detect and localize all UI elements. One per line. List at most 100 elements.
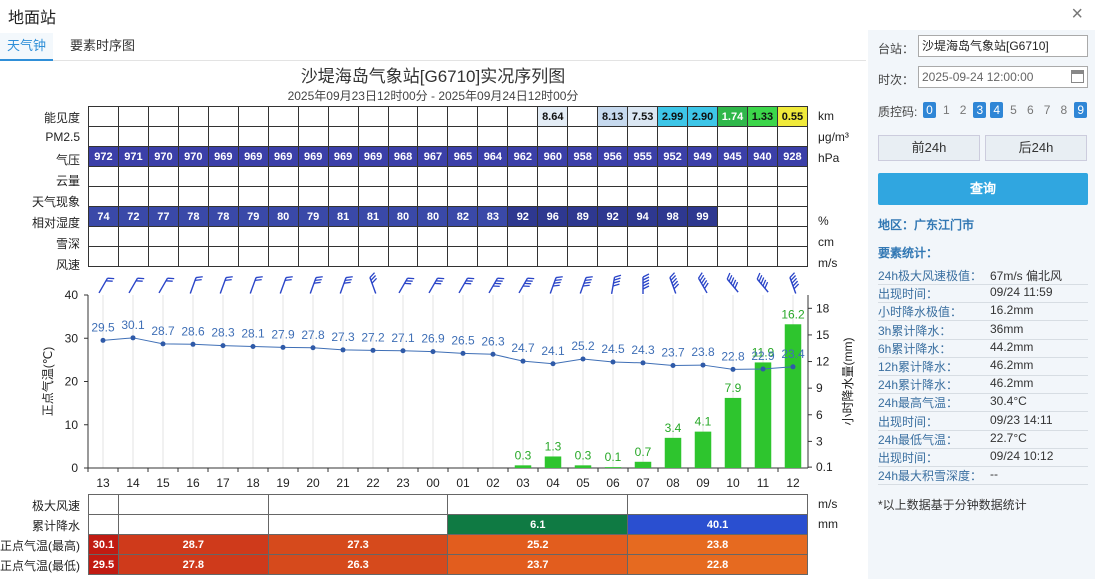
summary-cell: 6.1 xyxy=(447,514,629,535)
grid-cell: 17.2 xyxy=(297,246,329,267)
grid-cell: -- xyxy=(567,186,599,207)
temperature-point xyxy=(250,343,256,349)
grid-cell: 72 xyxy=(117,206,149,227)
temperature-point xyxy=(760,366,766,372)
qc-code-toggle[interactable]: 4 xyxy=(990,102,1004,118)
grid-cell: 972 xyxy=(88,146,119,167)
temperature-label: 27.8 xyxy=(301,328,325,342)
query-button[interactable]: 查询 xyxy=(878,173,1088,205)
grid-cell: 969 xyxy=(327,146,359,167)
temperature-label: 28.7 xyxy=(151,324,175,338)
row-label: 能见度 xyxy=(43,111,80,125)
stat-item: 24h极大风速极值： 67m/s 偏北风 xyxy=(878,267,1088,285)
grid-cell: 969 xyxy=(267,146,299,167)
grid-cell: 28.42 xyxy=(447,106,479,127)
summary-cell: 27.8 xyxy=(117,554,269,575)
calendar-icon[interactable] xyxy=(1071,70,1084,83)
summary-cell: 30.1 xyxy=(88,534,119,555)
grid-cell: 92 xyxy=(597,206,629,227)
grid-cell: -- xyxy=(627,226,659,247)
grid-cell: -- xyxy=(297,186,329,207)
time-input[interactable]: 2025-09-24 12:00:00 xyxy=(918,66,1088,88)
tab-weather-clock[interactable]: 天气钟 xyxy=(0,33,54,61)
qc-code-toggle[interactable]: 3 xyxy=(973,102,987,118)
stat-label: 出现时间： xyxy=(878,451,939,465)
grid-cell: 965 xyxy=(447,146,479,167)
qc-code-toggle[interactable]: 5 xyxy=(1010,103,1017,117)
x-tick-label: 10 xyxy=(726,476,740,490)
row-unit: % xyxy=(818,214,829,228)
summary-row-label: 极大风速 xyxy=(31,499,80,513)
grid-cell: -- xyxy=(117,126,149,147)
temperature-label: 27.2 xyxy=(361,330,385,344)
temperature-label: 24.3 xyxy=(631,343,655,357)
temperature-label: 27.9 xyxy=(271,327,295,341)
temperature-label: 24.5 xyxy=(601,342,625,356)
temperature-point xyxy=(100,337,106,343)
grid-cell: -- xyxy=(597,226,629,247)
qc-code-toggle[interactable]: 1 xyxy=(942,103,950,117)
qc-label: 质控码: xyxy=(878,105,918,119)
grid-cell: 970 xyxy=(147,146,179,167)
prev-24h-button[interactable]: 前24h xyxy=(878,135,980,161)
y-axis-title: 正点气温(℃) xyxy=(40,347,55,416)
grid-cell: -- xyxy=(297,226,329,247)
next-24h-button[interactable]: 后24h xyxy=(985,135,1087,161)
grid-cell: -- xyxy=(327,186,359,207)
wind-barb-icon xyxy=(756,272,769,293)
grid-cell: 12.3 xyxy=(117,246,149,267)
x-tick-label: 21 xyxy=(336,476,350,490)
stat-label: 小时降水极值： xyxy=(878,305,963,320)
stat-item: 6h累计降水： 44.2mm xyxy=(878,340,1088,358)
qc-code-toggle[interactable]: 2 xyxy=(959,103,967,117)
grid-cell: -- xyxy=(687,226,719,247)
grid-cell: -- xyxy=(237,226,269,247)
qc-code-toggle[interactable]: 7 xyxy=(1043,103,1051,117)
grid-row: -- -- -- -- -- -- -- -- -- -- -- -- -- -- -- -- -- -- -- --… xyxy=(88,186,809,207)
grid-cell: 2.90 xyxy=(687,106,719,127)
wind-barb-icon xyxy=(309,276,323,294)
row-unit: km xyxy=(818,109,834,123)
close-icon[interactable]: × xyxy=(1071,3,1083,25)
stat-item: 小时降水极值： 16.2mm xyxy=(878,303,1088,322)
precip-label: 0.7 xyxy=(635,445,652,459)
grid-cell: 34.6 xyxy=(597,246,629,267)
grid-cell: -- xyxy=(657,226,689,247)
stat-item: 24h累计降水： 46.2mm xyxy=(878,376,1088,395)
grid-cell: 964 xyxy=(477,146,509,167)
grid-cell: 80 xyxy=(417,206,449,227)
region-text: 地区：广东江门市 xyxy=(878,218,975,232)
grid-cell: 969 xyxy=(297,146,329,167)
grid-cell: -- xyxy=(447,126,479,147)
grid-cell: -- xyxy=(657,126,689,147)
qc-code-toggle[interactable]: 0 xyxy=(923,102,936,118)
tab-element-timeseries[interactable]: 要素时序图 xyxy=(70,38,136,53)
grid-cell: 67 xyxy=(776,246,809,267)
station-input[interactable]: 沙堤海岛气象站[G6710] xyxy=(918,35,1088,57)
grid-cell: ⊗ xyxy=(507,166,539,187)
wind-barb-icon xyxy=(279,276,293,294)
wind-barb-icon xyxy=(518,277,535,294)
qc-code-toggle[interactable]: 6 xyxy=(1026,103,1034,117)
precip-label: 16.2 xyxy=(781,307,805,321)
temperature-point xyxy=(580,356,586,362)
grid-cell: 89 xyxy=(567,206,599,227)
temperature-label: 28.1 xyxy=(241,326,265,340)
stat-label: 3h累计降水： xyxy=(878,323,952,338)
grid-cell: -- xyxy=(267,186,299,207)
summary-cell: 28.7 xyxy=(117,534,269,555)
grid-cell: ⊗ xyxy=(297,166,329,187)
grid-cell: 945 xyxy=(717,146,748,167)
temperature-point xyxy=(520,358,526,364)
precip-bar xyxy=(754,362,772,468)
stat-item: 出现时间： 09/23 14:11 xyxy=(878,413,1088,431)
qc-code-toggle[interactable]: 9 xyxy=(1074,102,1088,118)
wind-barb-icon xyxy=(697,272,709,294)
grid-cell: ⊗ xyxy=(327,166,359,187)
grid-cell: 13.45 xyxy=(507,106,539,127)
grid-cell: -- xyxy=(147,226,179,247)
stat-value: -- xyxy=(990,467,998,482)
grid-cell: 77 xyxy=(147,206,179,227)
qc-code-toggle[interactable]: 8 xyxy=(1060,103,1068,117)
temperature-label: 24.1 xyxy=(541,344,565,358)
